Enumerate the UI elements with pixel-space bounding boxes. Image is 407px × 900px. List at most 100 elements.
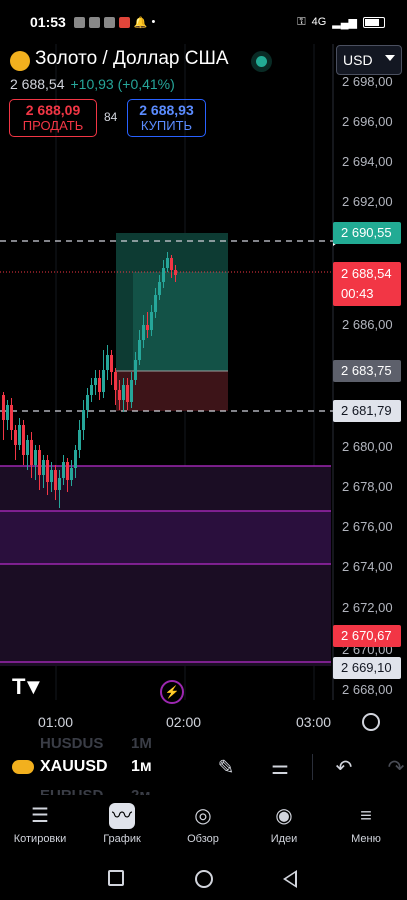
axis-label: 2 672,00 bbox=[342, 600, 393, 615]
candle-body bbox=[54, 470, 57, 490]
nav-watchlist[interactable]: ☰ Котировки bbox=[0, 803, 80, 845]
lightning-icon[interactable]: ⚡ bbox=[160, 680, 184, 704]
candle-body bbox=[42, 460, 45, 475]
candle-body bbox=[174, 270, 177, 275]
entry-price-tag: 2 683,75 bbox=[333, 360, 401, 382]
gold-symbol-icon bbox=[10, 51, 30, 71]
candle-body bbox=[94, 378, 97, 385]
candle-body bbox=[138, 340, 141, 360]
candle-body bbox=[86, 395, 89, 410]
candle-body bbox=[10, 405, 13, 430]
quote-line: 2 688,54 +10,93 (+0,41%) bbox=[10, 76, 175, 92]
notification-icon bbox=[88, 16, 100, 28]
axis-label: 2 686,00 bbox=[342, 317, 393, 332]
candle-body bbox=[90, 385, 93, 395]
lightbulb-icon: ◉ bbox=[275, 805, 293, 827]
sell-label: ПРОДАТЬ bbox=[22, 118, 84, 133]
symbol-label: XAUUSD bbox=[40, 758, 108, 775]
toolbar-divider bbox=[312, 754, 313, 780]
candle-body bbox=[146, 325, 149, 330]
candle-body bbox=[82, 410, 85, 430]
candle-body bbox=[170, 258, 173, 270]
timeframe-button[interactable]: 1м bbox=[131, 758, 152, 775]
time-label: 03:00 bbox=[296, 714, 332, 730]
symbol-title[interactable]: Золото / Доллар США bbox=[35, 48, 229, 69]
nav-label: Котировки bbox=[13, 833, 67, 845]
candle-body bbox=[70, 468, 73, 480]
ghost-symbol: HUSDUS bbox=[40, 735, 104, 752]
sell-button[interactable]: 2 688,09 ПРОДАТЬ bbox=[9, 99, 97, 137]
candles bbox=[2, 252, 177, 508]
home-icon[interactable] bbox=[195, 870, 213, 888]
bar-countdown: 00:43 bbox=[341, 286, 374, 301]
nav-menu[interactable]: ≡ Меню bbox=[326, 803, 406, 845]
time-label: 02:00 bbox=[166, 714, 202, 730]
nav-label: Меню bbox=[351, 833, 381, 845]
symbol-toolbar bbox=[0, 745, 407, 795]
key-icon: ⚿ bbox=[297, 15, 306, 28]
candle-body bbox=[126, 385, 129, 402]
menu-icon: ≡ bbox=[360, 805, 372, 827]
back-icon[interactable] bbox=[283, 870, 297, 888]
candle-body bbox=[102, 370, 105, 392]
axis-label: 2 678,00 bbox=[342, 479, 393, 494]
price-change: +10,93 (+0,41%) bbox=[70, 76, 175, 92]
status-bar: 01:53 🔔 • ⚿ 4G ▂▄▆ bbox=[0, 0, 407, 44]
nav-label: График bbox=[103, 833, 141, 845]
candle-body bbox=[162, 268, 165, 282]
candle-body bbox=[78, 430, 81, 450]
chart-icon: 〰 bbox=[109, 803, 135, 829]
candle-body bbox=[6, 405, 9, 420]
current-price: 2 688,54 bbox=[341, 266, 392, 281]
candle-body bbox=[166, 258, 169, 268]
candle-body bbox=[14, 430, 17, 445]
undo-icon[interactable]: ↶ bbox=[335, 757, 353, 779]
spread-value: 84 bbox=[104, 110, 118, 124]
candle-body bbox=[158, 282, 161, 295]
candle-body bbox=[30, 440, 33, 465]
candle-body bbox=[134, 360, 137, 380]
buy-label: КУПИТЬ bbox=[140, 118, 193, 133]
market-open-icon bbox=[248, 49, 274, 73]
last-price: 2 688,54 bbox=[10, 76, 65, 92]
axis-label: 2 696,00 bbox=[342, 114, 393, 129]
candle-body bbox=[154, 295, 157, 312]
candle-body bbox=[34, 450, 37, 465]
redo-icon[interactable]: ↷ bbox=[387, 757, 405, 779]
compass-icon: ◎ bbox=[194, 805, 212, 827]
settings-icon[interactable] bbox=[362, 713, 380, 731]
currency-selector[interactable]: USD bbox=[336, 45, 402, 75]
axis-label: 2 676,00 bbox=[342, 519, 393, 534]
indicators-icon[interactable]: ⚌ bbox=[271, 757, 289, 779]
pencil-icon[interactable]: ✎ bbox=[217, 757, 235, 779]
candle-body bbox=[58, 478, 61, 490]
notification-icon bbox=[73, 16, 85, 28]
purple-zone[interactable] bbox=[0, 465, 331, 666]
sl-price-tag: 2 681,79 bbox=[333, 400, 401, 422]
candle-body bbox=[62, 462, 65, 478]
nav-chart[interactable]: 〰 График bbox=[82, 803, 162, 845]
nav-ideas[interactable]: ◉ Идеи bbox=[244, 803, 324, 845]
candle-body bbox=[110, 355, 113, 372]
tp-price-tag: 2 690,55 bbox=[333, 222, 401, 244]
recent-apps-icon[interactable] bbox=[108, 870, 124, 886]
candle-body bbox=[26, 440, 29, 455]
gold-symbol-icon bbox=[12, 760, 34, 774]
system-icons: ⚿ 4G ▂▄▆ bbox=[297, 16, 385, 29]
nav-overview[interactable]: ◎ Обзор bbox=[163, 803, 243, 845]
symbol-button[interactable]: XAUUSD bbox=[12, 758, 108, 776]
battery-icon bbox=[363, 16, 385, 28]
price-chart[interactable] bbox=[0, 44, 407, 744]
candle-body bbox=[106, 355, 109, 370]
candle-body bbox=[130, 380, 133, 402]
current-price-tag: 2 688,54 00:43 bbox=[333, 262, 401, 306]
buy-button[interactable]: 2 688,93 КУПИТЬ bbox=[127, 99, 206, 137]
axis-label: 2 692,00 bbox=[342, 194, 393, 209]
status-time: 01:53 bbox=[30, 14, 66, 30]
ghost-timeframe: 1M bbox=[131, 735, 152, 752]
buy-price: 2 688,93 bbox=[139, 102, 194, 118]
zone-top-price-tag: 2 670,67 bbox=[333, 625, 401, 647]
chevron-down-icon bbox=[385, 55, 395, 61]
time-label: 01:00 bbox=[38, 714, 74, 730]
candle-body bbox=[18, 425, 21, 445]
